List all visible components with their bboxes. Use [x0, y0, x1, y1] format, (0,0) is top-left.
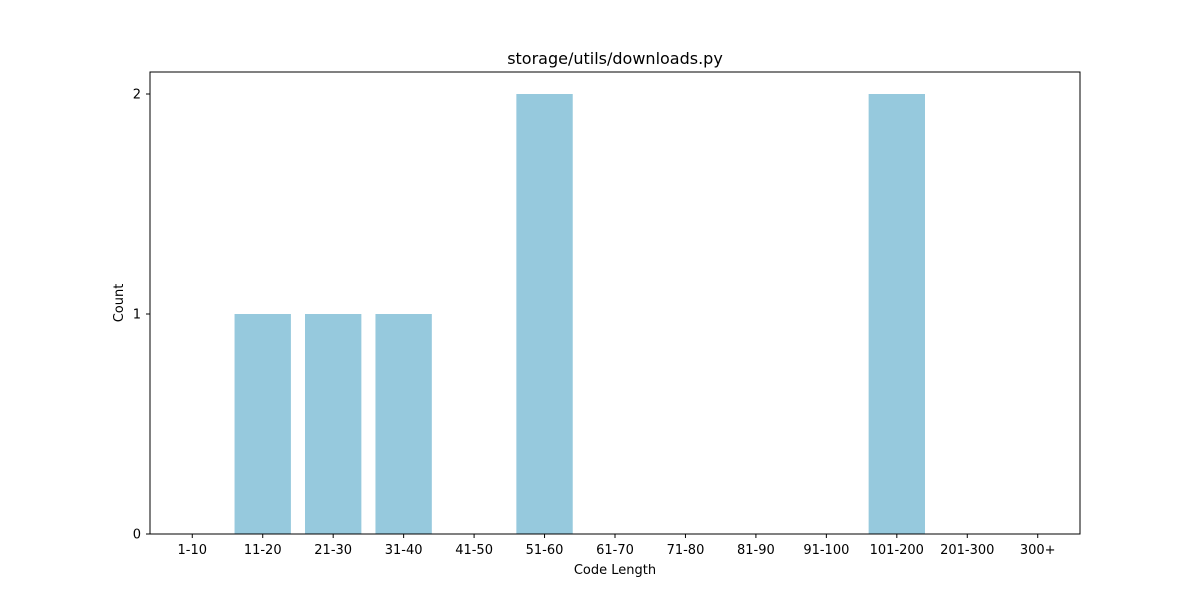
bar-101-200 — [868, 94, 925, 534]
x-tick-label: 41-50 — [455, 543, 493, 558]
x-tick-label: 81-90 — [737, 543, 775, 558]
bar-11-20 — [234, 314, 291, 534]
x-tick-label: 21-30 — [314, 543, 352, 558]
x-tick-label: 101-200 — [870, 543, 924, 558]
y-axis-label: Count — [112, 284, 127, 323]
y-tick-label: 2 — [133, 88, 141, 103]
x-tick-label: 51-60 — [526, 543, 564, 558]
bar-31-40 — [375, 314, 432, 534]
bars-group — [234, 94, 925, 534]
x-tick-label: 91-100 — [803, 543, 849, 558]
chart-title: storage/utils/downloads.py — [507, 49, 723, 68]
y-tick-label: 0 — [133, 528, 141, 543]
y-axis-ticks: 0 1 2 — [133, 88, 150, 543]
x-tick-label: 300+ — [1020, 543, 1056, 558]
x-axis-label: Code Length — [574, 563, 656, 578]
x-tick-label: 31-40 — [385, 543, 423, 558]
bar-21-30 — [305, 314, 362, 534]
x-tick-label: 71-80 — [667, 543, 705, 558]
y-tick-label: 1 — [133, 308, 141, 323]
x-tick-label: 61-70 — [596, 543, 634, 558]
x-tick-label: 11-20 — [244, 543, 282, 558]
x-tick-label: 1-10 — [178, 543, 208, 558]
bar-51-60 — [516, 94, 573, 534]
x-tick-label: 201-300 — [940, 543, 994, 558]
x-axis-ticks: 1-10 11-20 21-30 31-40 41-50 51-60 61-70 71-80 8… — [178, 534, 1056, 558]
